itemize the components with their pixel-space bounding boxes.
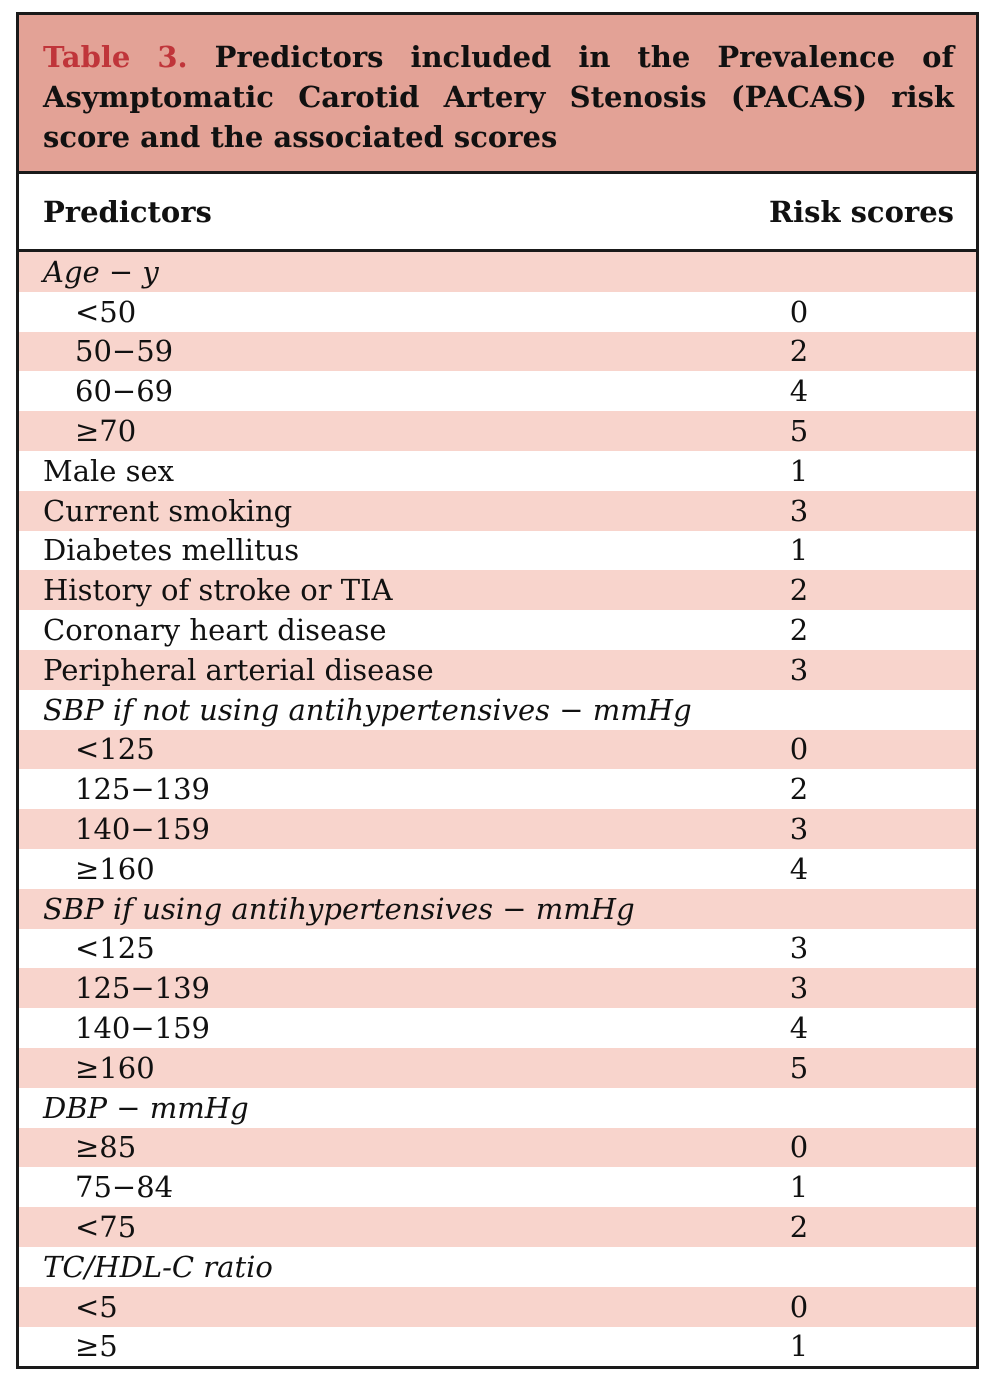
column-header-predictors: Predictors — [43, 194, 212, 229]
predictor-cell: <125 — [75, 931, 155, 966]
predictor-cell: Diabetes mellitus — [43, 533, 300, 568]
risk-score-cell: 2 — [789, 334, 809, 369]
predictor-cell: ≥85 — [75, 1130, 137, 1165]
risk-score-table: Table 3. Predictors included in the Prev… — [16, 12, 979, 1369]
risk-score-cell: 2 — [789, 573, 809, 608]
table-row: Male sex 1 — [19, 451, 976, 491]
table-row: 140−159 3 — [19, 809, 976, 849]
risk-score-cell: 3 — [789, 812, 809, 847]
risk-score-cell: 1 — [789, 1329, 809, 1364]
table-group-row: DBP − mmHg — [19, 1088, 976, 1128]
risk-score-cell: 2 — [789, 772, 809, 807]
risk-score-cell: 5 — [789, 1050, 809, 1085]
risk-score-cell: 4 — [789, 851, 809, 886]
predictor-cell: Male sex — [43, 453, 175, 488]
risk-score-cell: 2 — [789, 1210, 809, 1245]
risk-score-cell: 5 — [789, 414, 809, 449]
predictor-cell: 140−159 — [75, 812, 211, 847]
table-group-row: Age − y — [19, 252, 976, 292]
risk-score-cell: 4 — [789, 374, 809, 409]
table-row: 140−159 4 — [19, 1008, 976, 1048]
predictor-cell: 125−139 — [75, 971, 211, 1006]
risk-score-cell: 0 — [789, 1289, 809, 1324]
table-caption: Table 3. Predictors included in the Prev… — [19, 15, 976, 174]
predictor-cell: <125 — [75, 732, 155, 767]
predictor-cell: 75−84 — [75, 1170, 174, 1205]
predictor-cell: ≥160 — [75, 851, 155, 886]
risk-score-cell: 3 — [789, 931, 809, 966]
predictor-cell: TC/HDL-C ratio — [43, 1249, 273, 1284]
predictor-cell: 125−139 — [75, 772, 211, 807]
table-row: 75−84 1 — [19, 1167, 976, 1207]
table-group-row: TC/HDL-C ratio — [19, 1247, 976, 1287]
risk-score-cell: 1 — [789, 533, 809, 568]
risk-score-cell: 1 — [789, 1170, 809, 1205]
risk-score-cell: 2 — [789, 613, 809, 648]
predictor-cell: Age − y — [43, 254, 159, 289]
table-row: ≥160 4 — [19, 849, 976, 889]
predictor-cell: ≥160 — [75, 1050, 155, 1085]
risk-score-cell: 0 — [789, 732, 809, 767]
table-row: ≥5 1 — [19, 1327, 976, 1367]
table-row: Peripheral arterial disease 3 — [19, 649, 976, 690]
risk-score-cell: 1 — [789, 453, 809, 488]
table-group-row: SBP if not using antihypertensives − mmH… — [19, 690, 976, 730]
table-row: Current smoking 3 — [19, 490, 976, 531]
table-body: Age − y <50 0 50−59 2 60−69 4 ≥70 5 Male sex 1 Curr… — [19, 252, 976, 1366]
table-row: <5 0 — [19, 1286, 976, 1327]
predictor-cell: Peripheral arterial disease — [43, 652, 434, 687]
predictor-cell: History of stroke or TIA — [43, 573, 393, 608]
table-row: <125 0 — [19, 729, 976, 770]
predictor-cell: SBP if not using antihypertensives − mmH… — [43, 692, 692, 727]
risk-score-cell: 4 — [789, 1011, 809, 1046]
table-row: 125−139 3 — [19, 968, 976, 1009]
table-row: <125 3 — [19, 929, 976, 969]
table-row: ≥160 5 — [19, 1047, 976, 1088]
risk-score-cell: 0 — [789, 1130, 809, 1165]
table-row: History of stroke or TIA 2 — [19, 570, 976, 611]
table-row: <75 2 — [19, 1207, 976, 1247]
predictor-cell: <50 — [75, 294, 137, 329]
predictor-cell: 50−59 — [75, 334, 174, 369]
predictor-cell: DBP − mmHg — [43, 1090, 249, 1125]
table-row: 60−69 4 — [19, 371, 976, 411]
table-row: 50−59 2 — [19, 331, 976, 372]
table-header-row: Predictors Risk scores — [19, 174, 976, 252]
predictor-cell: ≥5 — [75, 1329, 118, 1364]
predictor-cell: <75 — [75, 1210, 137, 1245]
risk-score-cell: 3 — [789, 971, 809, 1006]
table-caption-text: Predictors included in the Prevalence of… — [43, 40, 954, 154]
table-row: 125−139 2 — [19, 769, 976, 809]
table-group-row: SBP if using antihypertensives − mmHg — [19, 888, 976, 929]
predictor-cell: 60−69 — [75, 374, 174, 409]
predictor-cell: SBP if using antihypertensives − mmHg — [43, 891, 635, 926]
risk-score-cell: 3 — [789, 493, 809, 528]
predictor-cell: 140−159 — [75, 1011, 211, 1046]
risk-score-cell: 3 — [789, 652, 809, 687]
table-row: <50 0 — [19, 292, 976, 332]
predictor-cell: <5 — [75, 1289, 118, 1324]
risk-score-cell: 0 — [789, 294, 809, 329]
table-label: Table 3. — [43, 40, 188, 74]
table-row: ≥85 0 — [19, 1127, 976, 1168]
table-row: Diabetes mellitus 1 — [19, 531, 976, 571]
predictor-cell: ≥70 — [75, 414, 137, 449]
table-row: Coronary heart disease 2 — [19, 610, 976, 650]
predictor-cell: Current smoking — [43, 493, 293, 528]
predictor-cell: Coronary heart disease — [43, 613, 387, 648]
column-header-risk-scores: Risk scores — [768, 194, 954, 229]
table-row: ≥70 5 — [19, 411, 976, 451]
